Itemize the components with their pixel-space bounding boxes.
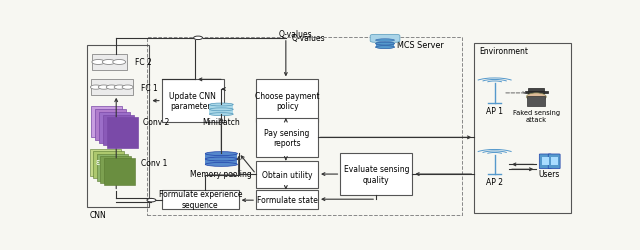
Ellipse shape <box>376 43 394 46</box>
Ellipse shape <box>205 158 237 161</box>
FancyBboxPatch shape <box>99 112 129 143</box>
Ellipse shape <box>205 152 237 156</box>
FancyBboxPatch shape <box>162 190 239 209</box>
Text: Q-values: Q-values <box>291 34 325 43</box>
Text: Faked sensing
attack: Faked sensing attack <box>513 109 560 122</box>
FancyBboxPatch shape <box>370 35 400 43</box>
Circle shape <box>99 86 109 90</box>
FancyBboxPatch shape <box>95 110 125 140</box>
Ellipse shape <box>376 46 394 49</box>
Text: Obtain utility: Obtain utility <box>262 170 312 179</box>
Ellipse shape <box>205 163 237 167</box>
FancyBboxPatch shape <box>525 92 548 94</box>
FancyBboxPatch shape <box>90 149 121 176</box>
Circle shape <box>92 60 105 65</box>
FancyBboxPatch shape <box>540 154 551 169</box>
Ellipse shape <box>376 46 394 49</box>
FancyBboxPatch shape <box>209 105 233 110</box>
Circle shape <box>193 37 202 40</box>
Text: Conv 2: Conv 2 <box>143 118 170 127</box>
FancyBboxPatch shape <box>91 107 122 138</box>
Ellipse shape <box>209 113 233 116</box>
Ellipse shape <box>209 108 233 111</box>
Text: ε: ε <box>96 157 100 166</box>
FancyBboxPatch shape <box>256 80 318 122</box>
Circle shape <box>106 86 117 90</box>
FancyBboxPatch shape <box>100 156 131 183</box>
FancyBboxPatch shape <box>256 190 318 209</box>
Text: CNN: CNN <box>90 210 107 219</box>
Text: Evaluate sensing
quality: Evaluate sensing quality <box>344 165 409 184</box>
Ellipse shape <box>376 43 394 46</box>
Text: Conv 1: Conv 1 <box>141 158 167 167</box>
Text: Q-values: Q-values <box>279 30 312 39</box>
Text: FC 2: FC 2 <box>134 58 151 67</box>
Text: AP 1: AP 1 <box>486 106 503 115</box>
Text: FC 1: FC 1 <box>141 83 157 92</box>
Circle shape <box>122 86 133 90</box>
Text: Users: Users <box>538 169 559 178</box>
FancyBboxPatch shape <box>209 110 233 115</box>
Circle shape <box>102 60 115 65</box>
Text: Minibatch: Minibatch <box>202 118 240 127</box>
Ellipse shape <box>376 40 394 42</box>
Circle shape <box>114 86 125 90</box>
FancyBboxPatch shape <box>104 158 134 186</box>
FancyBboxPatch shape <box>205 159 237 165</box>
FancyBboxPatch shape <box>256 118 318 157</box>
Text: Formulate experience
sequence: Formulate experience sequence <box>159 190 242 209</box>
FancyBboxPatch shape <box>527 97 545 107</box>
FancyBboxPatch shape <box>91 80 133 96</box>
Text: Pay sensing
reports: Pay sensing reports <box>264 128 310 148</box>
Circle shape <box>90 86 101 90</box>
FancyBboxPatch shape <box>529 89 544 94</box>
Text: MCS Server: MCS Server <box>397 41 444 50</box>
Text: AP 2: AP 2 <box>486 178 503 186</box>
FancyBboxPatch shape <box>548 154 560 169</box>
FancyBboxPatch shape <box>162 80 224 122</box>
FancyBboxPatch shape <box>376 44 394 48</box>
FancyBboxPatch shape <box>256 161 318 188</box>
Circle shape <box>526 94 546 101</box>
Circle shape <box>113 60 125 65</box>
FancyBboxPatch shape <box>376 41 394 44</box>
Text: Choose payment
policy: Choose payment policy <box>255 92 319 111</box>
FancyBboxPatch shape <box>340 153 412 196</box>
FancyBboxPatch shape <box>550 158 557 166</box>
FancyBboxPatch shape <box>92 55 127 70</box>
Text: Formulate state: Formulate state <box>257 195 317 204</box>
FancyBboxPatch shape <box>205 154 237 159</box>
FancyBboxPatch shape <box>103 115 134 146</box>
Circle shape <box>147 199 156 202</box>
Ellipse shape <box>209 104 233 106</box>
FancyBboxPatch shape <box>542 158 548 166</box>
FancyBboxPatch shape <box>93 152 124 178</box>
Text: Environment: Environment <box>479 47 528 56</box>
FancyBboxPatch shape <box>97 154 127 181</box>
Text: Memory pooling: Memory pooling <box>191 169 252 178</box>
FancyBboxPatch shape <box>107 118 138 148</box>
Text: Update CNN
parameters: Update CNN parameters <box>170 92 216 111</box>
